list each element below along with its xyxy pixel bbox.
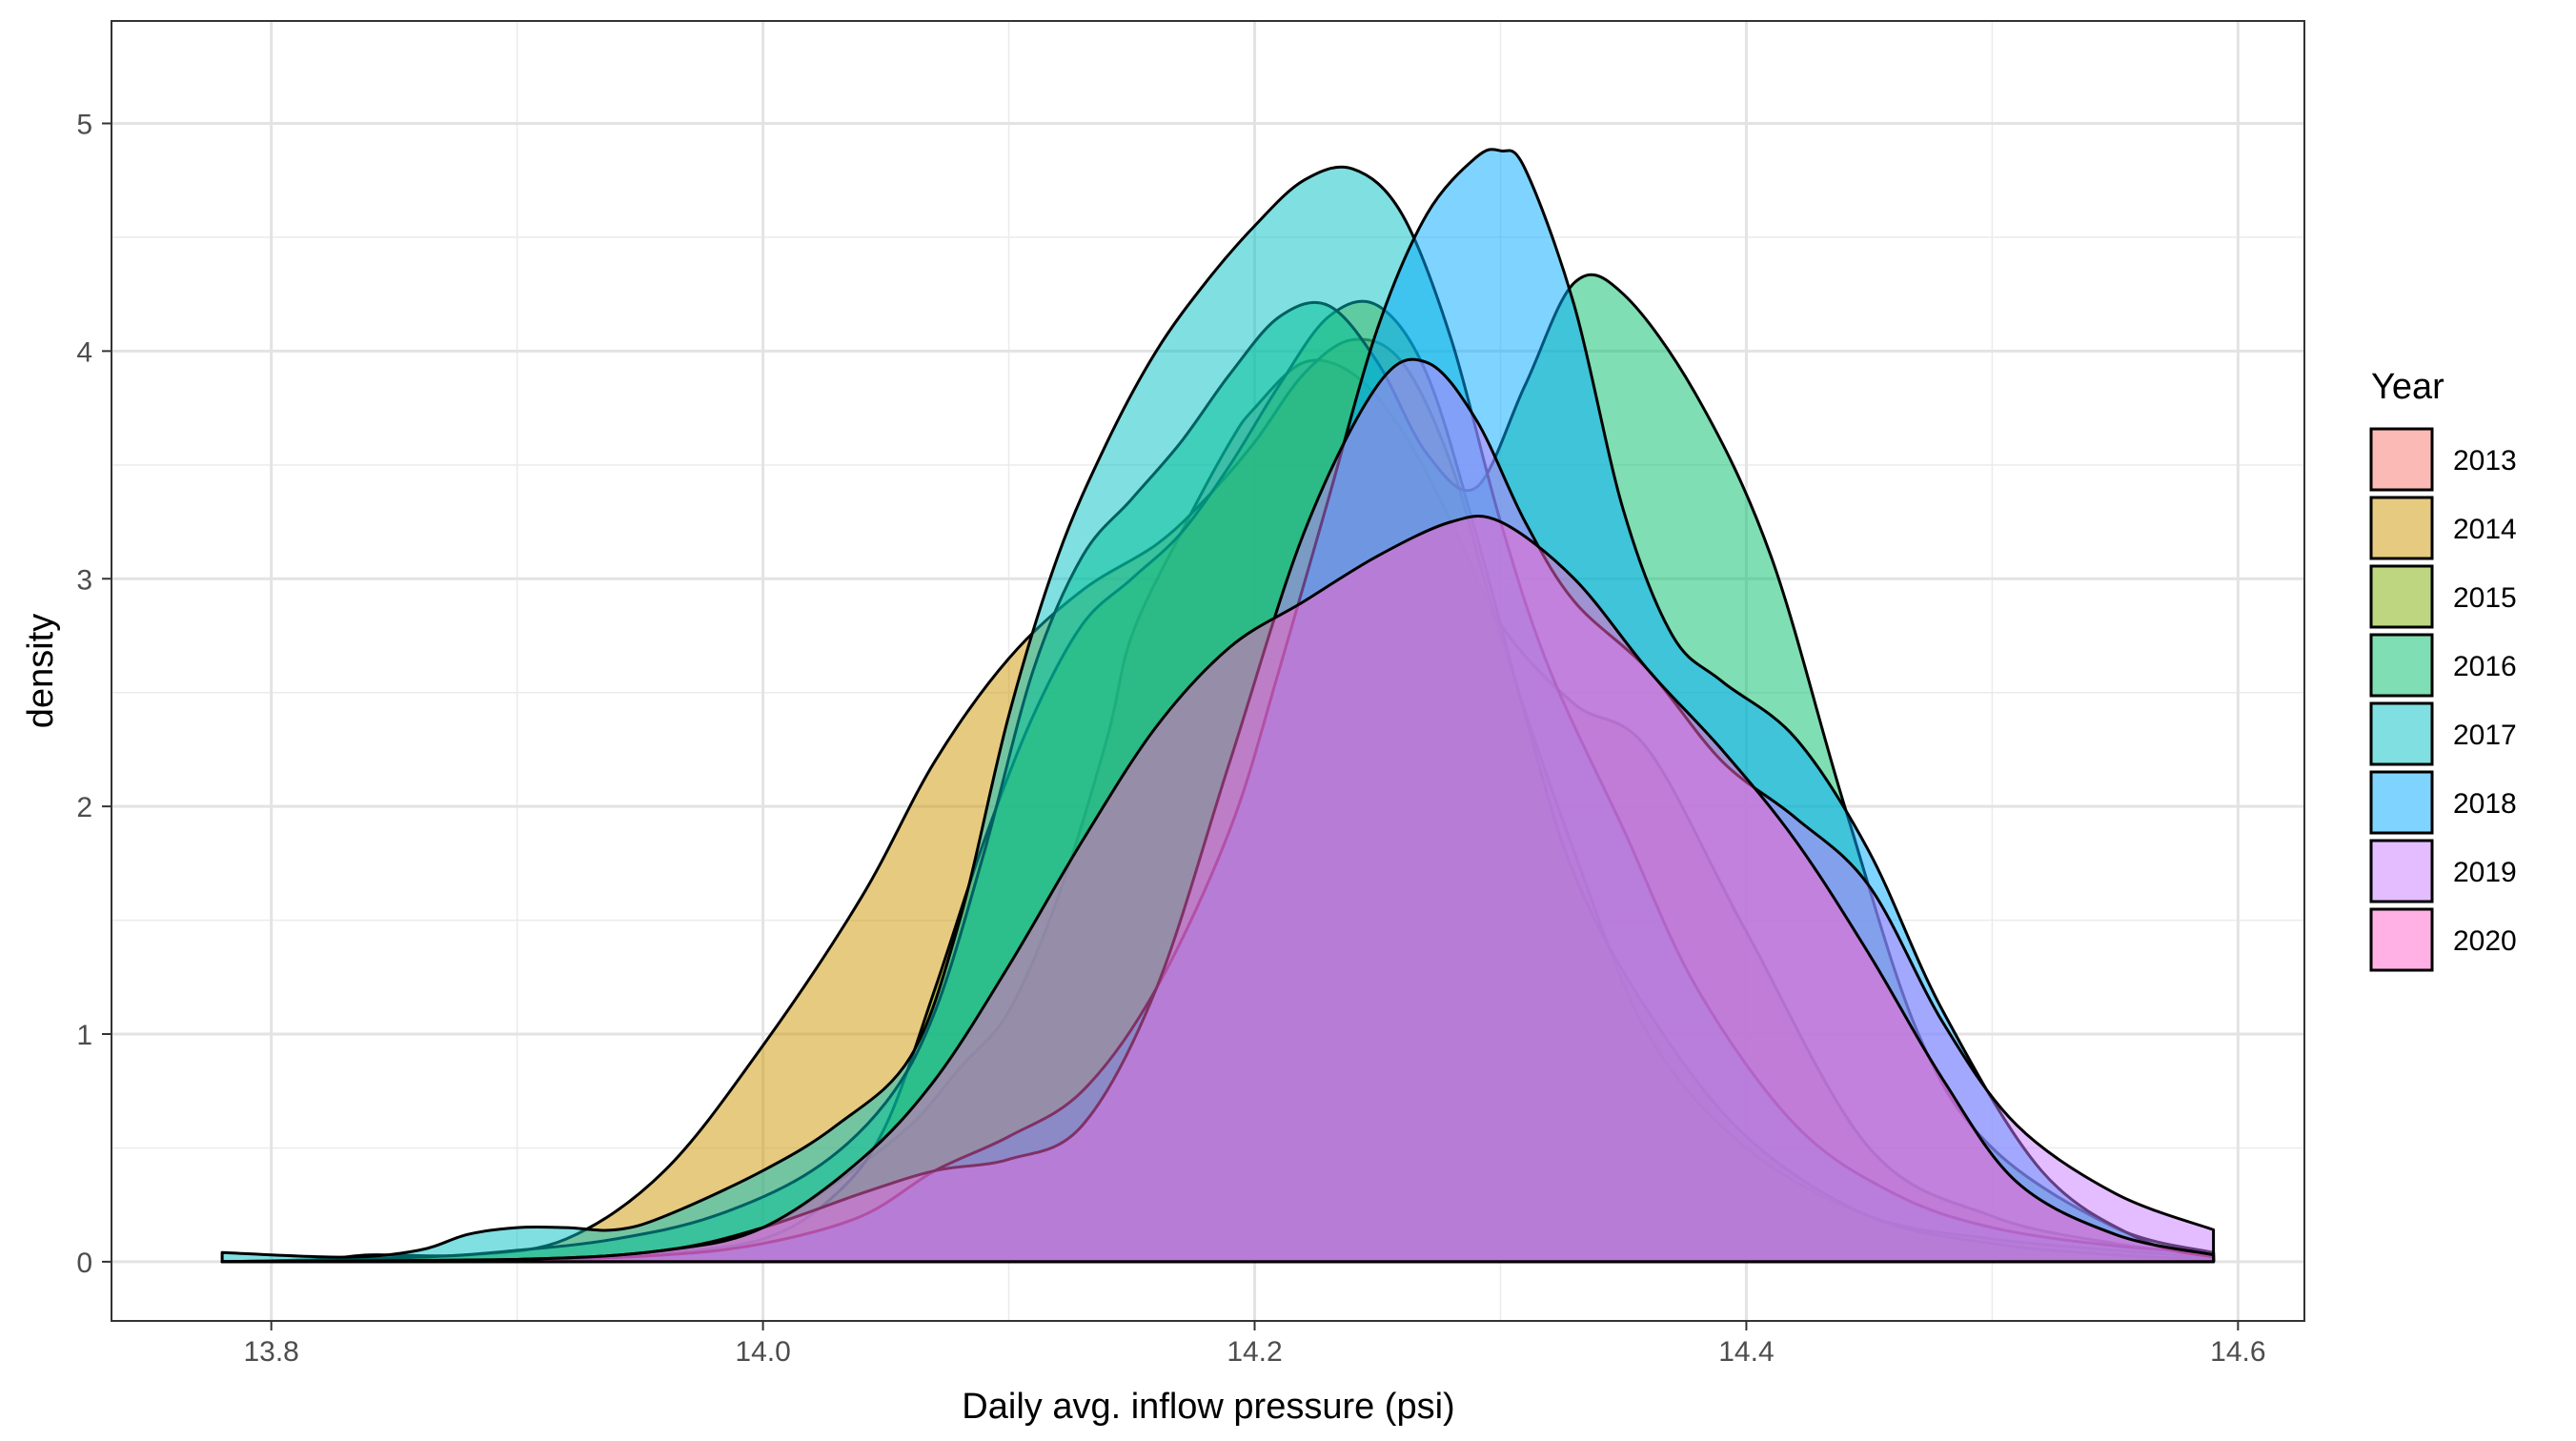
legend-label-2017: 2017 <box>2453 720 2517 751</box>
x-tick-label: 14.2 <box>1227 1336 1282 1368</box>
x-tick-label: 14.0 <box>735 1336 790 1368</box>
legend-key-2020 <box>2369 907 2434 972</box>
legend-key-2016 <box>2369 633 2434 698</box>
y-tick-label: 2 <box>76 792 92 823</box>
legend-label-2015: 2015 <box>2453 582 2517 614</box>
legend-key-2017 <box>2369 701 2434 766</box>
legend-key-2014 <box>2369 496 2434 560</box>
density-areas <box>220 148 2216 1264</box>
legend-label-2014: 2014 <box>2453 514 2517 545</box>
legend-label-2013: 2013 <box>2453 445 2517 477</box>
legend-label-2020: 2020 <box>2453 925 2517 957</box>
legend-key-2019 <box>2369 839 2434 903</box>
legend-key-2015 <box>2369 564 2434 629</box>
legend-label-2019: 2019 <box>2453 857 2517 888</box>
y-tick-label: 0 <box>76 1248 92 1279</box>
y-tick-label: 1 <box>76 1020 92 1051</box>
x-tick-label: 14.6 <box>2210 1336 2265 1368</box>
x-axis-title: Daily avg. inflow pressure (psi) <box>962 1387 1454 1427</box>
legend-label-2018: 2018 <box>2453 788 2517 820</box>
x-tick-label: 13.8 <box>243 1336 298 1368</box>
plot-panel-border <box>111 20 2305 1322</box>
y-tick-label: 3 <box>76 564 92 596</box>
y-tick-label: 4 <box>76 336 92 368</box>
density-area-2020 <box>220 515 2216 1264</box>
y-tick-label: 5 <box>76 109 92 140</box>
legend-key-2018 <box>2369 770 2434 835</box>
y-axis: 0 1 2 3 4 5 <box>76 109 112 1279</box>
x-tick-label: 14.4 <box>1718 1336 1774 1368</box>
legend-title: Year <box>2371 367 2444 407</box>
legend-key-2013 <box>2369 427 2434 492</box>
legend: Year 2013 2014 2015 2016 2017 2018 2019 2020 <box>2369 367 2517 972</box>
y-axis-title: density <box>21 614 61 728</box>
x-axis: 13.8 14.0 14.2 14.4 14.6 <box>243 1321 2266 1368</box>
legend-label-2016: 2016 <box>2453 651 2517 682</box>
